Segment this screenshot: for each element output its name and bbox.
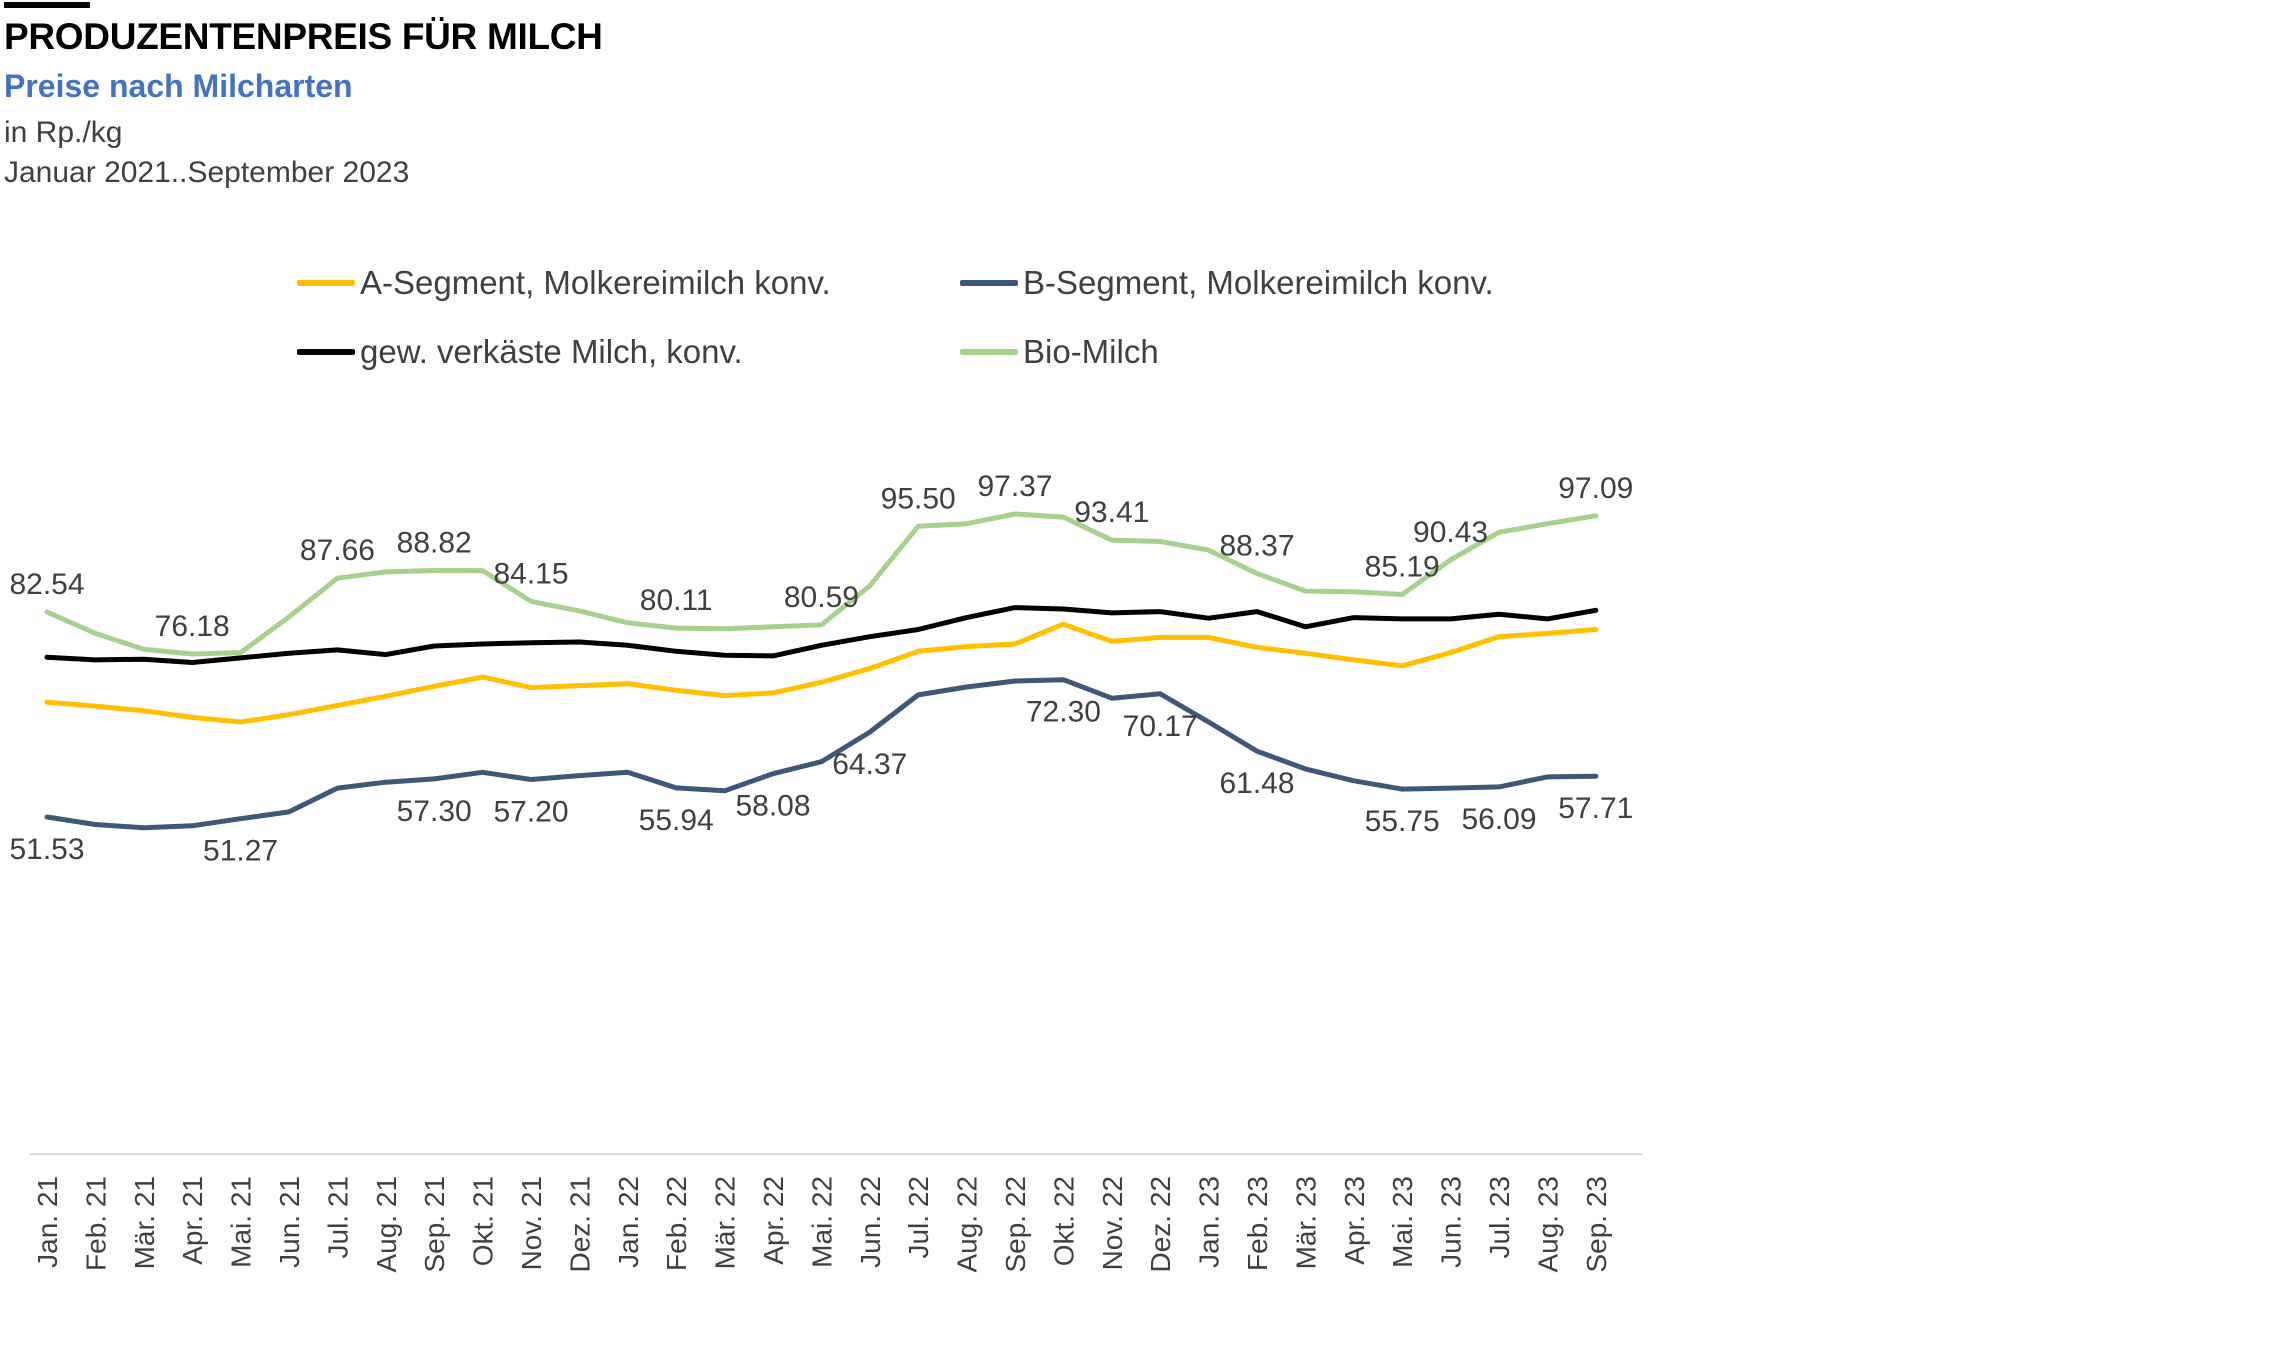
- legend-swatch-icon: [960, 280, 1018, 286]
- x-tick-label: Jun. 22: [855, 1176, 886, 1268]
- data-label-bio-milch: 76.18: [155, 610, 230, 643]
- line-series-b-segment: [44, 677, 1599, 831]
- data-label-bio-milch: 90.43: [1413, 516, 1488, 549]
- data-label-bio-milch: 85.19: [1365, 550, 1440, 583]
- data-label-b-segment: 55.75: [1365, 805, 1440, 838]
- x-tick-label: Feb. 22: [661, 1176, 692, 1271]
- data-label-bio-milch: 93.41: [1074, 496, 1149, 529]
- data-label-b-segment: 51.27: [203, 835, 278, 868]
- x-tick-label: Okt. 21: [468, 1176, 499, 1266]
- period-label: Januar 2021..September 2023: [4, 156, 410, 189]
- x-tick-label: Dez. 22: [1145, 1176, 1176, 1273]
- x-tick-label: Jan. 21: [32, 1176, 63, 1268]
- legend-item-verkaeste-milch: gew. verkäste Milch, konv.: [297, 333, 960, 371]
- x-tick-label: Mai. 21: [226, 1176, 257, 1268]
- data-label-bio-milch: 80.59: [784, 581, 859, 614]
- x-tick-label: Aug. 23: [1532, 1176, 1563, 1273]
- x-tick-label: Apr. 23: [1339, 1176, 1370, 1265]
- x-tick-label: Jun. 21: [274, 1176, 305, 1268]
- x-tick-label: Mär. 23: [1290, 1176, 1321, 1269]
- data-label-b-segment: 57.71: [1558, 792, 1633, 825]
- data-label-b-segment: 57.20: [493, 796, 568, 829]
- data-label-b-segment: 72.30: [1026, 696, 1101, 729]
- legend-label: Bio-Milch: [1023, 333, 1159, 370]
- data-label-bio-milch: 80.11: [640, 584, 713, 617]
- x-tick-label: Mai. 22: [806, 1176, 837, 1268]
- data-label-b-segment: 57.30: [397, 795, 472, 828]
- x-tick-label: Feb. 21: [80, 1176, 111, 1271]
- x-tick-label: Aug. 22: [952, 1176, 983, 1273]
- legend-item-b-segment: B-Segment, Molkereimilch konv.: [960, 264, 1494, 302]
- data-label-b-segment: 64.37: [832, 748, 907, 781]
- x-tick-label: Nov. 22: [1097, 1176, 1128, 1270]
- legend-swatch-icon: [297, 349, 355, 355]
- line-series-bio-milch: [44, 511, 1599, 657]
- x-tick-label: Jun. 23: [1436, 1176, 1467, 1268]
- chart-legend: A-Segment, Molkereimilch konv. B-Segment,…: [297, 264, 1494, 371]
- legend-label: A-Segment, Molkereimilch konv.: [360, 264, 831, 301]
- x-tick-label: Okt. 22: [1048, 1176, 1079, 1266]
- line-series-a-segment: [44, 621, 1599, 725]
- data-label-b-segment: 56.09: [1461, 803, 1536, 836]
- page-subtitle: Preise nach Milcharten: [4, 68, 353, 104]
- x-tick-label: Sep. 21: [419, 1176, 450, 1273]
- x-tick-label: Mai. 23: [1387, 1176, 1418, 1268]
- data-label-bio-milch: 88.37: [1219, 529, 1294, 562]
- data-label-b-segment: 70.17: [1123, 710, 1198, 743]
- legend-label: gew. verkäste Milch, konv.: [360, 333, 743, 370]
- data-label-bio-milch: 88.82: [397, 526, 472, 559]
- x-tick-label: Apr. 22: [758, 1176, 789, 1265]
- x-tick-label: Jul. 21: [322, 1176, 353, 1259]
- x-tick-label: Aug. 21: [371, 1176, 402, 1273]
- unit-label: in Rp./kg: [4, 116, 123, 149]
- x-tick-label: Sep. 22: [1000, 1176, 1031, 1273]
- x-tick-label: Nov. 21: [516, 1176, 547, 1270]
- x-tick-label: Sep. 23: [1581, 1176, 1612, 1273]
- data-label-b-segment: 58.08: [735, 790, 810, 823]
- legend-item-bio-milch: Bio-Milch: [960, 333, 1494, 371]
- legend-item-a-segment: A-Segment, Molkereimilch konv.: [297, 264, 960, 302]
- line-series-verkaeste-milch: [44, 605, 1599, 665]
- x-tick-label: Jul. 23: [1484, 1176, 1515, 1259]
- x-tick-label: Feb. 23: [1242, 1176, 1273, 1271]
- data-label-bio-milch: 84.15: [493, 557, 568, 590]
- x-tick-label: Apr. 21: [177, 1176, 208, 1265]
- data-label-b-segment: 51.53: [9, 833, 84, 866]
- x-tick-label: Jan. 22: [613, 1176, 644, 1268]
- x-tick-label: Jan. 23: [1194, 1176, 1225, 1268]
- x-tick-label: Mär. 22: [710, 1176, 741, 1269]
- accent-bar: [4, 2, 90, 8]
- data-label-bio-milch: 97.37: [977, 470, 1052, 503]
- legend-label: B-Segment, Molkereimilch konv.: [1023, 264, 1494, 301]
- legend-swatch-icon: [960, 349, 1018, 355]
- page-title: PRODUZENTENPREIS FÜR MILCH: [4, 16, 603, 57]
- x-tick-label: Jul. 22: [903, 1176, 934, 1259]
- data-label-bio-milch: 95.50: [881, 482, 956, 515]
- data-label-b-segment: 55.94: [639, 804, 714, 837]
- data-label-bio-milch: 82.54: [9, 568, 84, 601]
- data-label-bio-milch: 97.09: [1558, 472, 1633, 505]
- x-tick-label: Dez. 21: [564, 1176, 595, 1273]
- data-label-b-segment: 61.48: [1219, 767, 1294, 800]
- x-tick-label: Mär. 21: [129, 1176, 160, 1269]
- legend-swatch-icon: [297, 280, 355, 286]
- data-label-bio-milch: 87.66: [300, 534, 375, 567]
